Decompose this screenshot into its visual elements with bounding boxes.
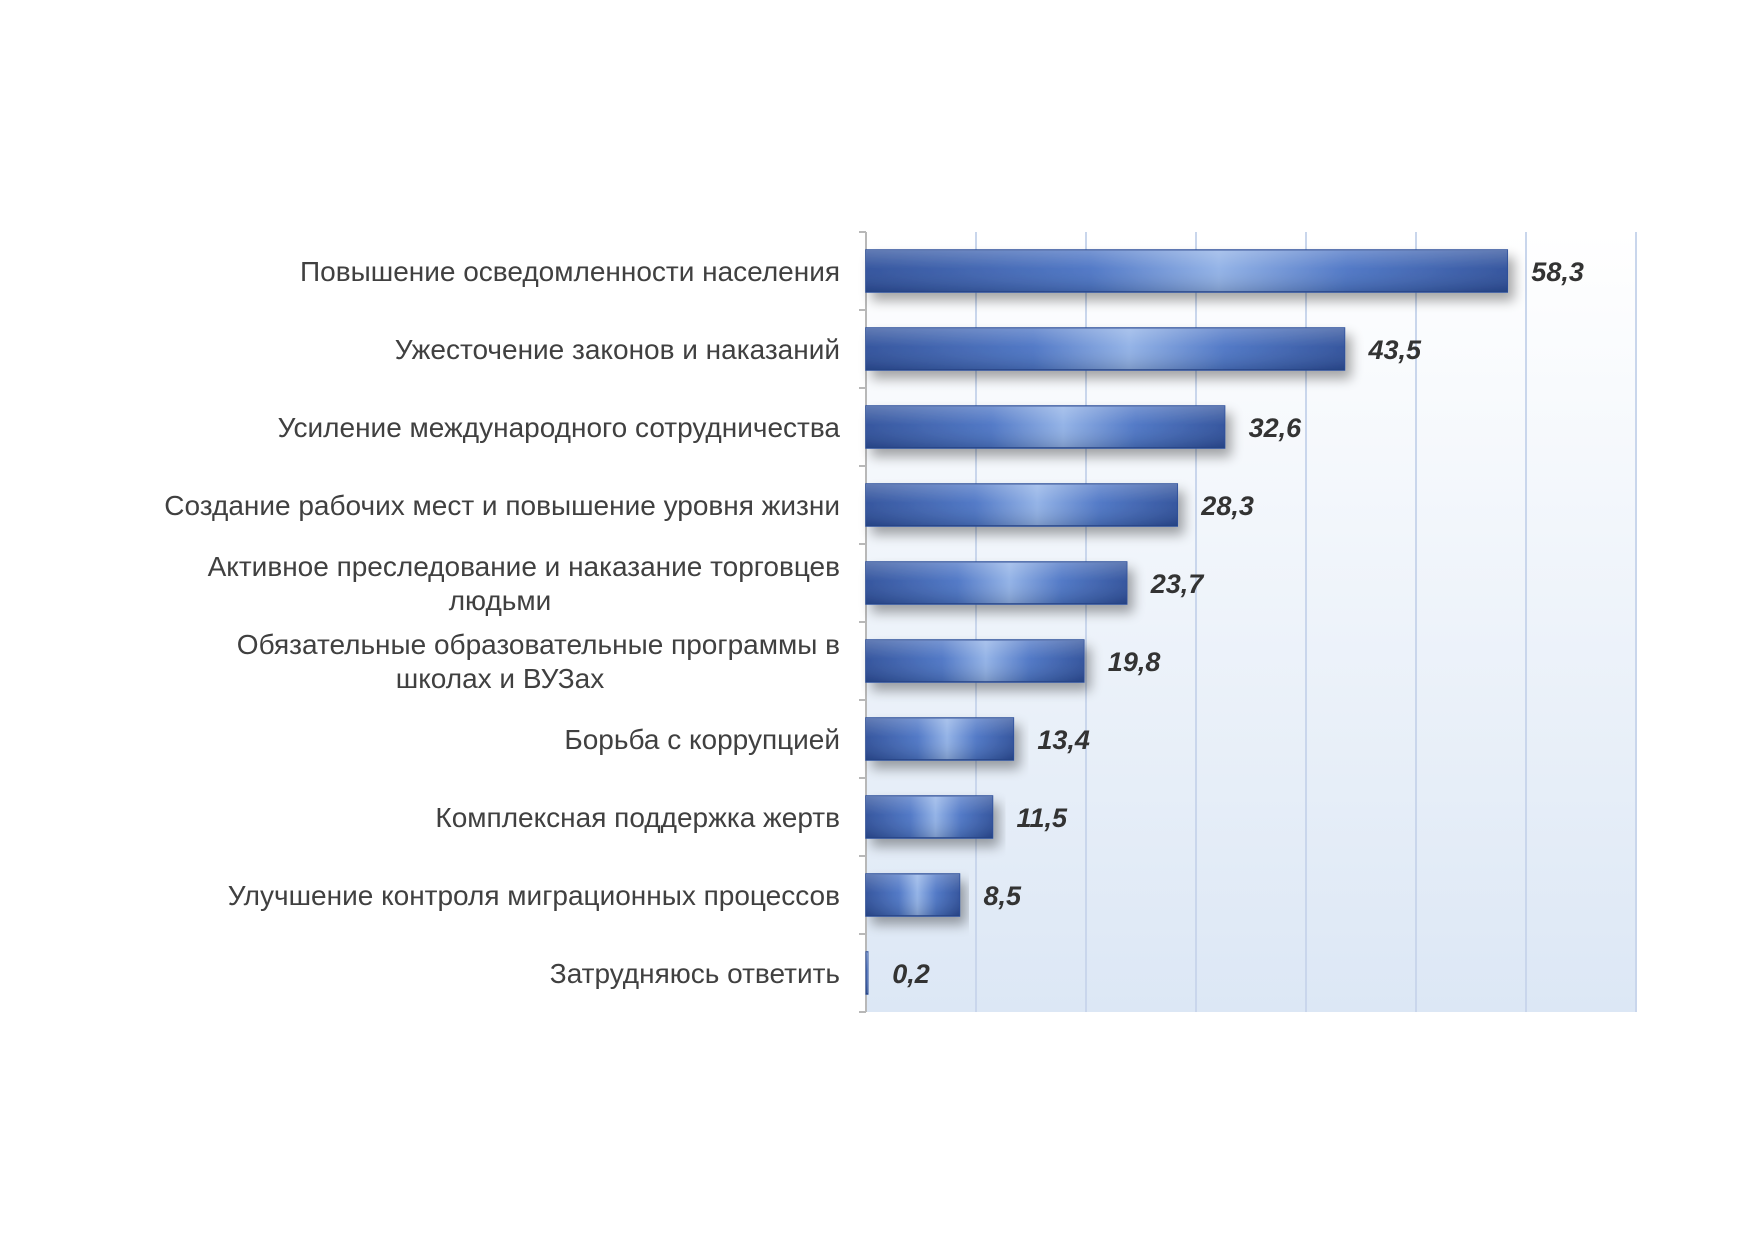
category-label: школах и ВУЗах <box>396 663 605 694</box>
bar-shine <box>866 874 960 916</box>
category-label: Комплексная поддержка жертв <box>435 802 840 833</box>
bar-shine <box>866 562 1127 604</box>
category-label: Обязательные образовательные программы в <box>237 629 840 660</box>
category-label: Активное преследование и наказание торго… <box>208 551 840 582</box>
data-label: 28,3 <box>1200 491 1254 521</box>
category-label: людьми <box>449 585 552 616</box>
bar <box>865 873 961 917</box>
bar <box>865 561 1128 605</box>
category-label: Борьба с коррупцией <box>564 724 840 755</box>
bars <box>865 249 1509 995</box>
category-label: Ужесточение законов и наказаний <box>395 334 840 365</box>
value-labels: 58,3 43,5 32,6 28,3 23,7 19,8 13,4 11,5 8,5 0,2 <box>892 257 1584 989</box>
bar-shine <box>866 796 993 838</box>
data-label: 19,8 <box>1108 647 1161 677</box>
bar <box>865 405 1226 449</box>
bar <box>865 795 994 839</box>
data-label: 43,5 <box>1368 335 1423 365</box>
category-label: Улучшение контроля миграционных процессо… <box>228 880 840 911</box>
category-label: Затрудняюсь ответить <box>550 958 840 989</box>
data-label: 13,4 <box>1037 725 1090 755</box>
bar-shine <box>866 406 1225 448</box>
category-label: Создание рабочих мест и повышение уровня… <box>164 490 840 521</box>
data-label: 0,2 <box>892 959 930 989</box>
bar <box>865 483 1179 527</box>
bar <box>865 951 869 995</box>
bar-shine <box>866 640 1084 682</box>
bar <box>865 639 1085 683</box>
data-label: 58,3 <box>1531 257 1584 287</box>
bar-shine <box>866 250 1508 292</box>
bar <box>865 717 1015 761</box>
data-label: 8,5 <box>984 881 1023 911</box>
category-axis <box>859 231 867 1013</box>
bar-shine <box>866 952 869 994</box>
data-label: 23,7 <box>1150 569 1206 599</box>
data-label: 11,5 <box>1017 803 1069 833</box>
bar-shine <box>866 718 1014 760</box>
bar <box>865 327 1346 371</box>
category-label: Повышение осведомленности населения <box>300 256 840 287</box>
bar-shine <box>866 328 1345 370</box>
category-label: Усиление международного сотрудничества <box>278 412 841 443</box>
data-label: 32,6 <box>1249 413 1303 443</box>
bar <box>865 249 1509 293</box>
bar-shine <box>866 484 1178 526</box>
category-labels: Повышение осведомленности населения Ужест… <box>164 256 840 989</box>
